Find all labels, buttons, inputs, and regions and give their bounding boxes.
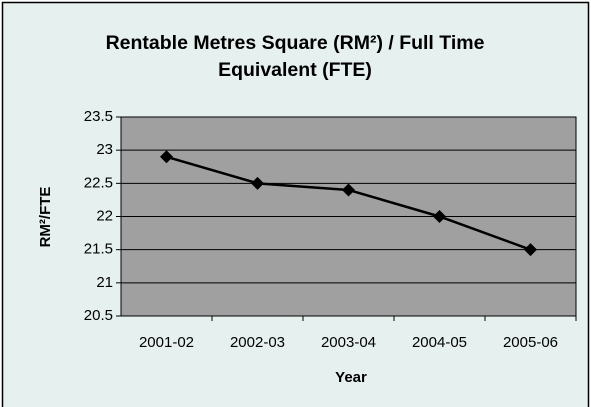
x-tick-label: 2005-06 <box>503 334 558 351</box>
y-tick-label: 21.5 <box>84 241 113 258</box>
y-tick-label: 23.5 <box>84 108 113 125</box>
y-tick-label: 20.5 <box>84 307 113 324</box>
marker <box>433 210 446 223</box>
y-tick-label: 23 <box>96 141 113 158</box>
x-tick-label: 2001-02 <box>139 334 194 351</box>
y-tick-label: 22.5 <box>84 174 113 191</box>
x-axis-label: Year <box>335 369 367 386</box>
marker <box>251 176 264 190</box>
marker <box>160 150 173 164</box>
x-tick-label: 2003-04 <box>321 334 376 351</box>
marker <box>342 183 355 197</box>
y-tick-label: 22 <box>96 207 113 224</box>
x-tick-label: 2004-05 <box>412 334 467 351</box>
marker <box>524 243 537 257</box>
x-tick-label: 2002-03 <box>230 334 285 351</box>
y-tick-label: 21 <box>96 274 113 291</box>
chart-title: Rentable Metres Square (RM²) / Full Time… <box>105 32 485 81</box>
y-axis-label: RM²/FTE <box>37 187 54 248</box>
